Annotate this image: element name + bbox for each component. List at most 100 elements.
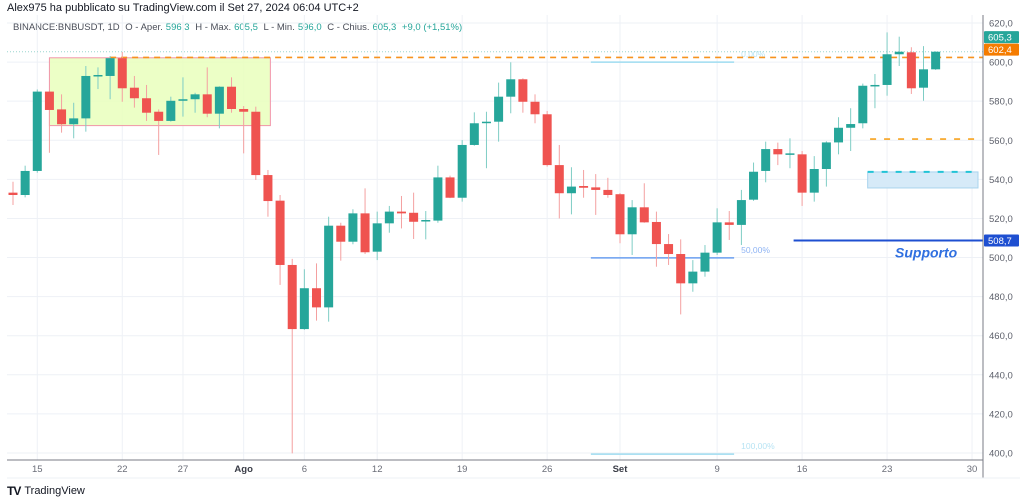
candle-body — [299, 288, 309, 330]
last-price-badge-bg — [984, 31, 1019, 44]
candle — [542, 110, 552, 167]
symbol-legend: BINANCE:BNBUSDT, 1D O - Aper. 596,3 H - M… — [13, 22, 465, 33]
candle — [749, 162, 759, 201]
candle-body — [166, 100, 176, 121]
price-tick-label: 560,0 — [989, 136, 1013, 147]
candle — [336, 222, 346, 261]
open-label: O - Aper. — [125, 22, 163, 33]
candle-body — [882, 54, 892, 85]
candle — [724, 211, 734, 240]
time-tick-label: 12 — [372, 464, 383, 475]
candle-body — [906, 52, 916, 89]
candle-body — [105, 58, 115, 76]
candle — [275, 194, 285, 285]
candle-body — [190, 94, 200, 100]
candle — [639, 183, 649, 223]
candle-body — [651, 221, 661, 245]
candle-body — [494, 96, 504, 122]
candle — [603, 177, 613, 198]
tradingview-logo[interactable]: TV TradingView — [7, 484, 85, 498]
candle — [251, 106, 261, 180]
candle-body — [931, 51, 941, 70]
candle-body — [591, 187, 601, 190]
candle — [481, 111, 491, 169]
candle-body — [773, 149, 783, 155]
candle-body — [142, 98, 152, 113]
candle-body — [287, 264, 297, 330]
candle — [44, 91, 54, 153]
resistance-price-badge-bg — [984, 43, 1019, 56]
tradingview-logo-text: TradingView — [24, 485, 85, 497]
support-label: Supporto — [895, 245, 958, 261]
time-tick-label: Ago — [234, 464, 253, 475]
candle — [579, 169, 589, 198]
candle — [506, 62, 516, 114]
price-tick-label: 620,0 — [989, 19, 1013, 30]
candle-body — [518, 79, 528, 102]
candle-body — [202, 94, 212, 114]
high-label: H - Max. — [195, 22, 232, 33]
candle — [821, 141, 831, 187]
candle-body — [469, 123, 479, 145]
candle-body — [834, 127, 844, 143]
candle — [324, 216, 334, 322]
time-tick-label: 16 — [797, 464, 808, 475]
candle — [384, 205, 394, 233]
candle — [627, 200, 637, 255]
candle — [69, 102, 79, 139]
candle — [518, 78, 528, 113]
candle — [615, 193, 625, 244]
symbol-name[interactable]: BINANCE:BNBUSDT, 1D — [13, 22, 120, 33]
candle-body — [615, 194, 625, 235]
candle-body — [409, 212, 419, 222]
candle-body — [312, 288, 321, 308]
candle-body — [919, 69, 928, 88]
candle — [457, 140, 467, 202]
candle — [700, 245, 710, 277]
price-tick-label: 440,0 — [989, 370, 1013, 381]
candle — [154, 109, 164, 155]
candle-body — [20, 170, 30, 195]
candle-body — [445, 177, 455, 198]
candle — [651, 211, 661, 267]
candle — [919, 46, 928, 101]
candle-body — [433, 177, 443, 221]
last-price-badge: 605,3 — [988, 33, 1012, 44]
candle-body — [251, 111, 261, 176]
time-tick-label: 26 — [542, 464, 553, 475]
candle-body — [846, 124, 856, 128]
candle-body — [57, 109, 67, 125]
candle-body — [749, 171, 759, 200]
support-price-badge: 508,7 — [988, 236, 1012, 247]
candle — [676, 239, 686, 315]
candle — [178, 77, 188, 117]
candle — [931, 51, 941, 70]
candle — [202, 67, 212, 118]
candle-body — [44, 91, 54, 110]
fib-level-label: 100,00% — [741, 441, 775, 451]
candle — [409, 192, 419, 239]
candle-body — [797, 154, 807, 193]
candle-body — [117, 58, 127, 89]
low-label: L - Min. — [263, 22, 295, 33]
candle-body — [372, 223, 382, 252]
candle — [166, 96, 176, 122]
candle-body — [566, 186, 576, 194]
candle-body — [263, 175, 273, 202]
candle — [372, 211, 382, 261]
candle — [688, 260, 698, 292]
close-label: C - Chius. — [327, 22, 370, 33]
candle — [227, 77, 237, 113]
price-tick-label: 400,0 — [989, 448, 1013, 459]
price-tick-label: 460,0 — [989, 331, 1013, 342]
candle-body — [421, 220, 431, 222]
candle — [32, 89, 42, 173]
price-tick-label: 500,0 — [989, 253, 1013, 264]
candle — [105, 56, 115, 100]
candle — [214, 86, 224, 129]
candle — [906, 47, 916, 94]
candle-body — [324, 225, 334, 308]
time-tick-label: 9 — [714, 464, 719, 475]
candle-body — [821, 142, 831, 170]
